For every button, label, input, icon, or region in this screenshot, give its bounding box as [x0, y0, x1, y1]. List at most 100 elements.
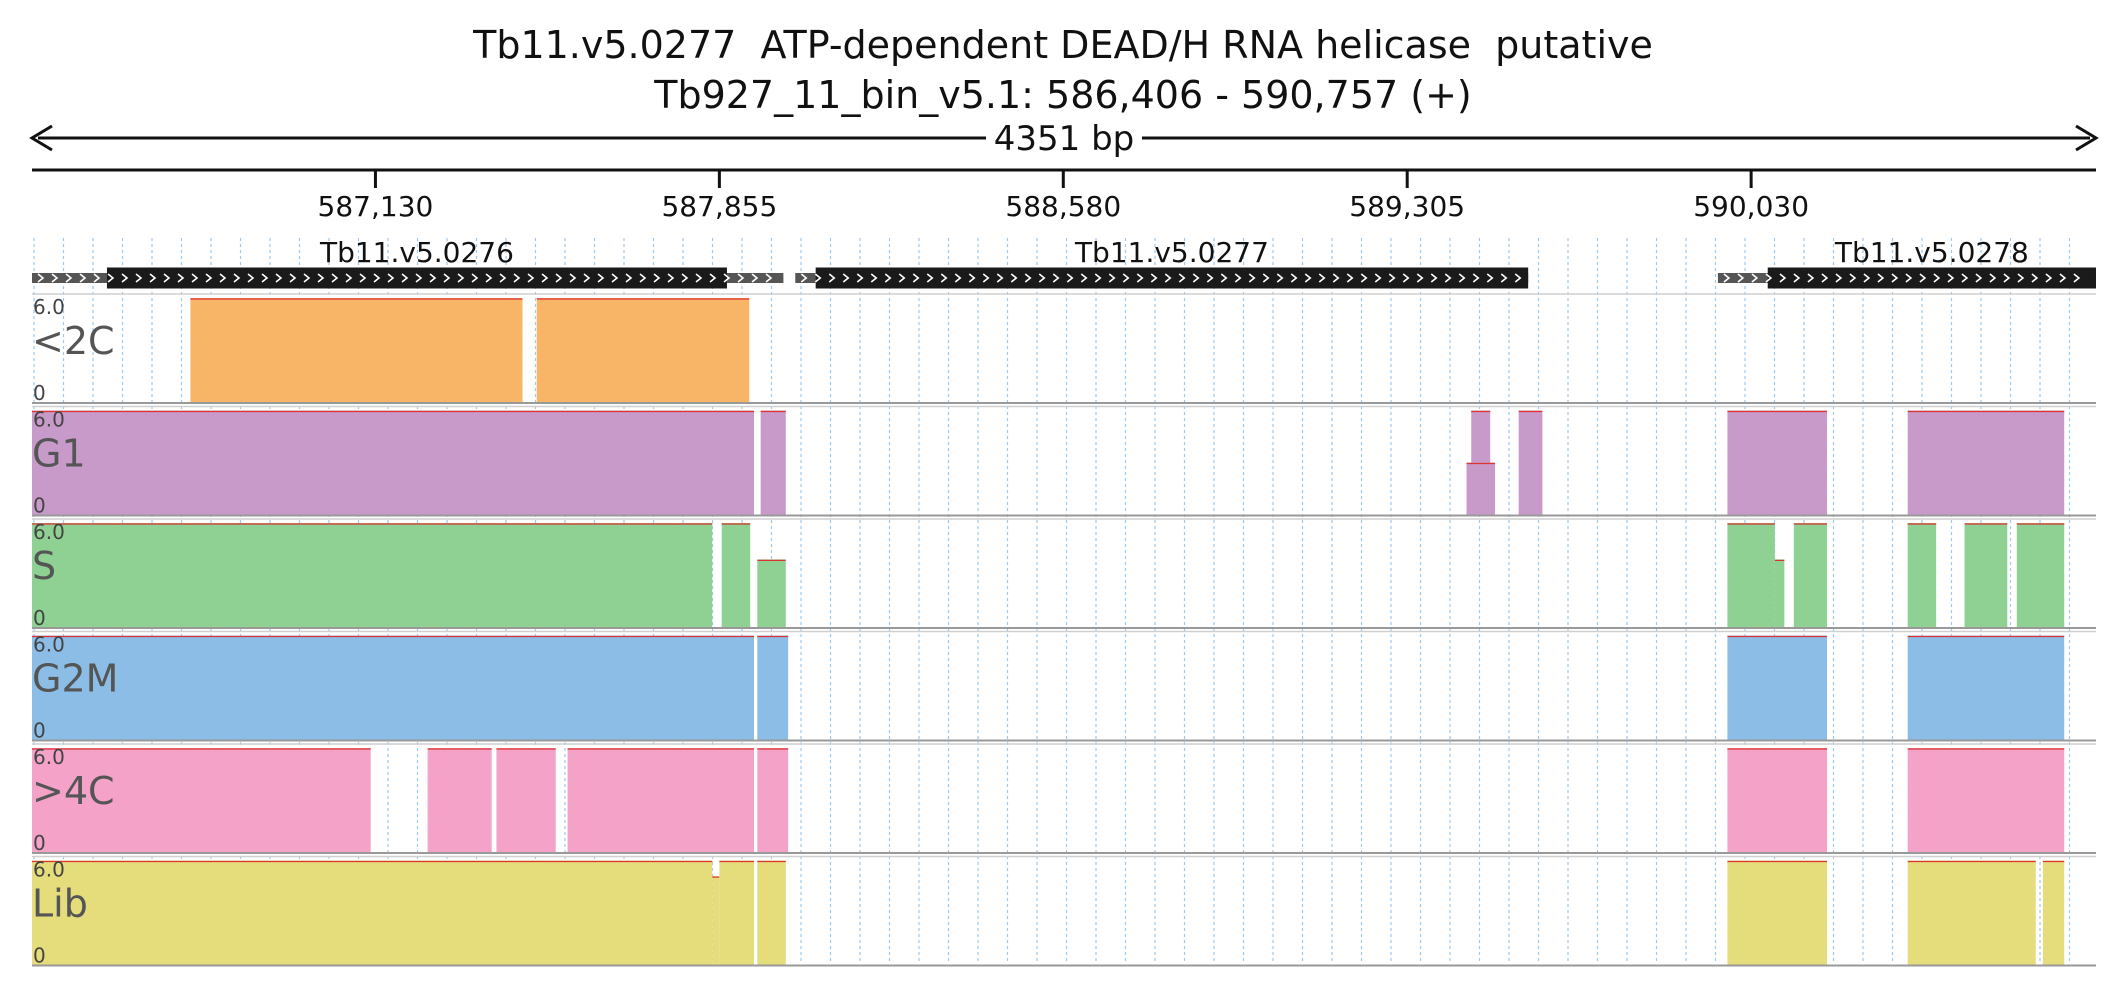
strand-arrow-icon [107, 273, 115, 283]
track-bar [1466, 462, 1495, 515]
track-bar [1774, 559, 1785, 627]
gene-cds [1767, 267, 2096, 289]
strand-arrow-icon [471, 273, 479, 283]
strand-arrow-icon [709, 273, 717, 283]
strand-arrow-icon [639, 273, 647, 283]
strand-arrow-icon [1765, 273, 1773, 283]
gene-label: Tb11.v5.0276 [319, 236, 514, 269]
strand-arrow-icon [303, 273, 311, 283]
strand-arrow-icon [205, 273, 213, 283]
gene-cds [106, 267, 727, 289]
strand-arrow-icon [1975, 273, 1983, 283]
strand-arrow-icon [1416, 273, 1424, 283]
strand-arrow-icon [163, 273, 171, 283]
strand-arrow-icon [233, 273, 241, 283]
strand-arrow-icon [79, 273, 87, 283]
strand-arrow-icon [1220, 273, 1228, 283]
strand-arrow-icon [737, 273, 745, 283]
strand-arrow-icon [856, 273, 864, 283]
strand-arrow-icon [1737, 273, 1745, 283]
span-length-label: 4351 bp [994, 119, 1135, 159]
track-bar [757, 559, 786, 627]
strand-arrow-icon [1052, 273, 1060, 283]
gene-Tb11.v5.0278: Tb11.v5.0278 [1717, 236, 2096, 289]
span-label-bg [986, 118, 1142, 158]
strand-arrow-icon [1332, 273, 1340, 283]
track-name-label: Lib [32, 882, 88, 926]
strand-arrow-icon [681, 273, 689, 283]
strand-arrow-icon [1276, 273, 1284, 283]
track-4C: 6.0 0 >4C [32, 743, 2096, 855]
strand-arrow-icon [1360, 273, 1368, 283]
track-ymax-label: 6.0 [33, 858, 65, 882]
track-ymax-label: 6.0 [33, 408, 65, 432]
track-name-label: <2C [32, 319, 115, 363]
strand-arrow-icon [765, 273, 773, 283]
track-ymin-label: 0 [33, 719, 46, 743]
strand-arrow-icon [2059, 273, 2067, 283]
strand-arrow-icon [499, 273, 507, 283]
ruler-tick-label: 587,130 [318, 190, 434, 223]
track-bar [32, 860, 713, 965]
track-bar [32, 635, 754, 740]
strand-arrow-icon [2073, 273, 2081, 283]
strand-arrow-icon [954, 273, 962, 283]
strand-arrow-icon [1863, 273, 1871, 283]
track-bar [32, 748, 371, 852]
strand-arrow-icon [1807, 273, 1815, 283]
strand-arrow-icon [331, 273, 339, 283]
track-name-label: >4C [32, 769, 115, 813]
strand-arrow-icon [569, 273, 577, 283]
track-ymin-label: 0 [33, 831, 46, 855]
track-bar [567, 748, 754, 852]
track-S: 6.0 0 S [32, 518, 2096, 630]
strand-arrow-icon [1234, 273, 1242, 283]
track-bar [1907, 523, 1937, 627]
strand-arrow-icon [982, 273, 990, 283]
strand-arrow-icon [373, 273, 381, 283]
strand-arrow-icon [1849, 273, 1857, 283]
span-arrow-left-icon [29, 124, 53, 152]
strand-arrow-icon [1961, 273, 1969, 283]
strand-arrow-icon [485, 273, 493, 283]
track-bar [1518, 410, 1543, 515]
strand-arrow-icon [219, 273, 227, 283]
strand-arrow-icon [1122, 273, 1130, 283]
track-name-label: G1 [32, 432, 86, 476]
strand-arrow-icon [555, 273, 563, 283]
strand-arrow-icon [996, 273, 1004, 283]
strand-arrow-icon [135, 273, 143, 283]
strand-arrow-icon [401, 273, 409, 283]
strand-arrow-icon [317, 273, 325, 283]
strand-arrow-icon [149, 273, 157, 283]
track-ymax-label: 6.0 [33, 745, 65, 769]
track-G2M: 6.0 0 G2M [32, 630, 2096, 743]
strand-arrow-icon [1024, 273, 1032, 283]
strand-arrow-icon [1402, 273, 1410, 283]
strand-arrow-icon [2017, 273, 2025, 283]
strand-arrow-icon [93, 273, 101, 283]
track-bar [1727, 523, 1775, 627]
strand-arrow-icon [1150, 273, 1158, 283]
track-bar [2042, 860, 2065, 965]
strand-arrow-icon [1248, 273, 1256, 283]
strand-arrow-icon [625, 273, 633, 283]
strand-arrow-icon [37, 273, 45, 283]
strand-arrow-icon [387, 273, 395, 283]
track-bar [1907, 860, 2036, 965]
track-bar [757, 860, 786, 965]
strand-arrow-icon [1514, 273, 1522, 283]
track-bar [757, 635, 789, 740]
strand-arrow-icon [1290, 273, 1298, 283]
ruler-tick-label: 587,855 [661, 190, 777, 223]
strand-arrow-icon [527, 273, 535, 283]
strand-arrow-icon [429, 273, 437, 283]
strand-arrow-icon [513, 273, 521, 283]
strand-arrow-icon [1779, 273, 1787, 283]
track-ymin-label: 0 [33, 494, 46, 518]
strand-arrow-icon [1136, 273, 1144, 283]
strand-arrow-icon [1080, 273, 1088, 283]
strand-arrow-icon [926, 273, 934, 283]
strand-arrow-icon [968, 273, 976, 283]
